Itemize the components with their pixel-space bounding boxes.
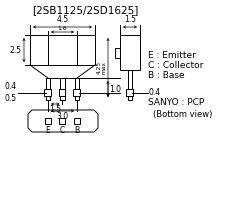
Bar — [45, 118, 51, 124]
Bar — [60, 78, 65, 100]
Text: [2SB1125/2SD1625]: [2SB1125/2SD1625] — [32, 5, 138, 15]
Text: 1.0: 1.0 — [109, 84, 121, 94]
Bar — [74, 118, 80, 124]
Text: 1.5: 1.5 — [49, 105, 61, 114]
Bar — [30, 35, 95, 65]
Bar — [44, 89, 51, 96]
Bar — [127, 70, 132, 100]
Bar — [59, 118, 65, 124]
Text: 1.6: 1.6 — [57, 26, 67, 31]
Bar — [73, 89, 80, 96]
Text: 3.0: 3.0 — [56, 112, 68, 121]
Polygon shape — [28, 110, 98, 132]
Bar — [114, 48, 120, 57]
Text: 4.25
max: 4.25 max — [96, 61, 106, 74]
Bar — [120, 35, 139, 70]
Bar — [46, 78, 50, 100]
Text: 1.5: 1.5 — [123, 15, 135, 24]
Text: (Bottom view): (Bottom view) — [152, 110, 211, 119]
Text: SANYO : PCP: SANYO : PCP — [147, 97, 203, 106]
Bar — [59, 89, 65, 96]
Text: 0.4: 0.4 — [148, 88, 161, 97]
Text: 2.5: 2.5 — [10, 46, 22, 55]
Text: 4.5: 4.5 — [56, 15, 68, 24]
Text: 0.4: 0.4 — [5, 82, 17, 91]
Text: C : Collector: C : Collector — [147, 61, 202, 70]
Text: E : Emitter: E : Emitter — [147, 51, 195, 59]
Text: E: E — [45, 126, 50, 135]
Bar — [126, 89, 133, 96]
Text: 0.5: 0.5 — [5, 94, 17, 103]
Text: C: C — [60, 126, 65, 135]
Bar — [74, 78, 79, 100]
Text: B: B — [74, 126, 79, 135]
Text: B : Base: B : Base — [147, 70, 184, 79]
